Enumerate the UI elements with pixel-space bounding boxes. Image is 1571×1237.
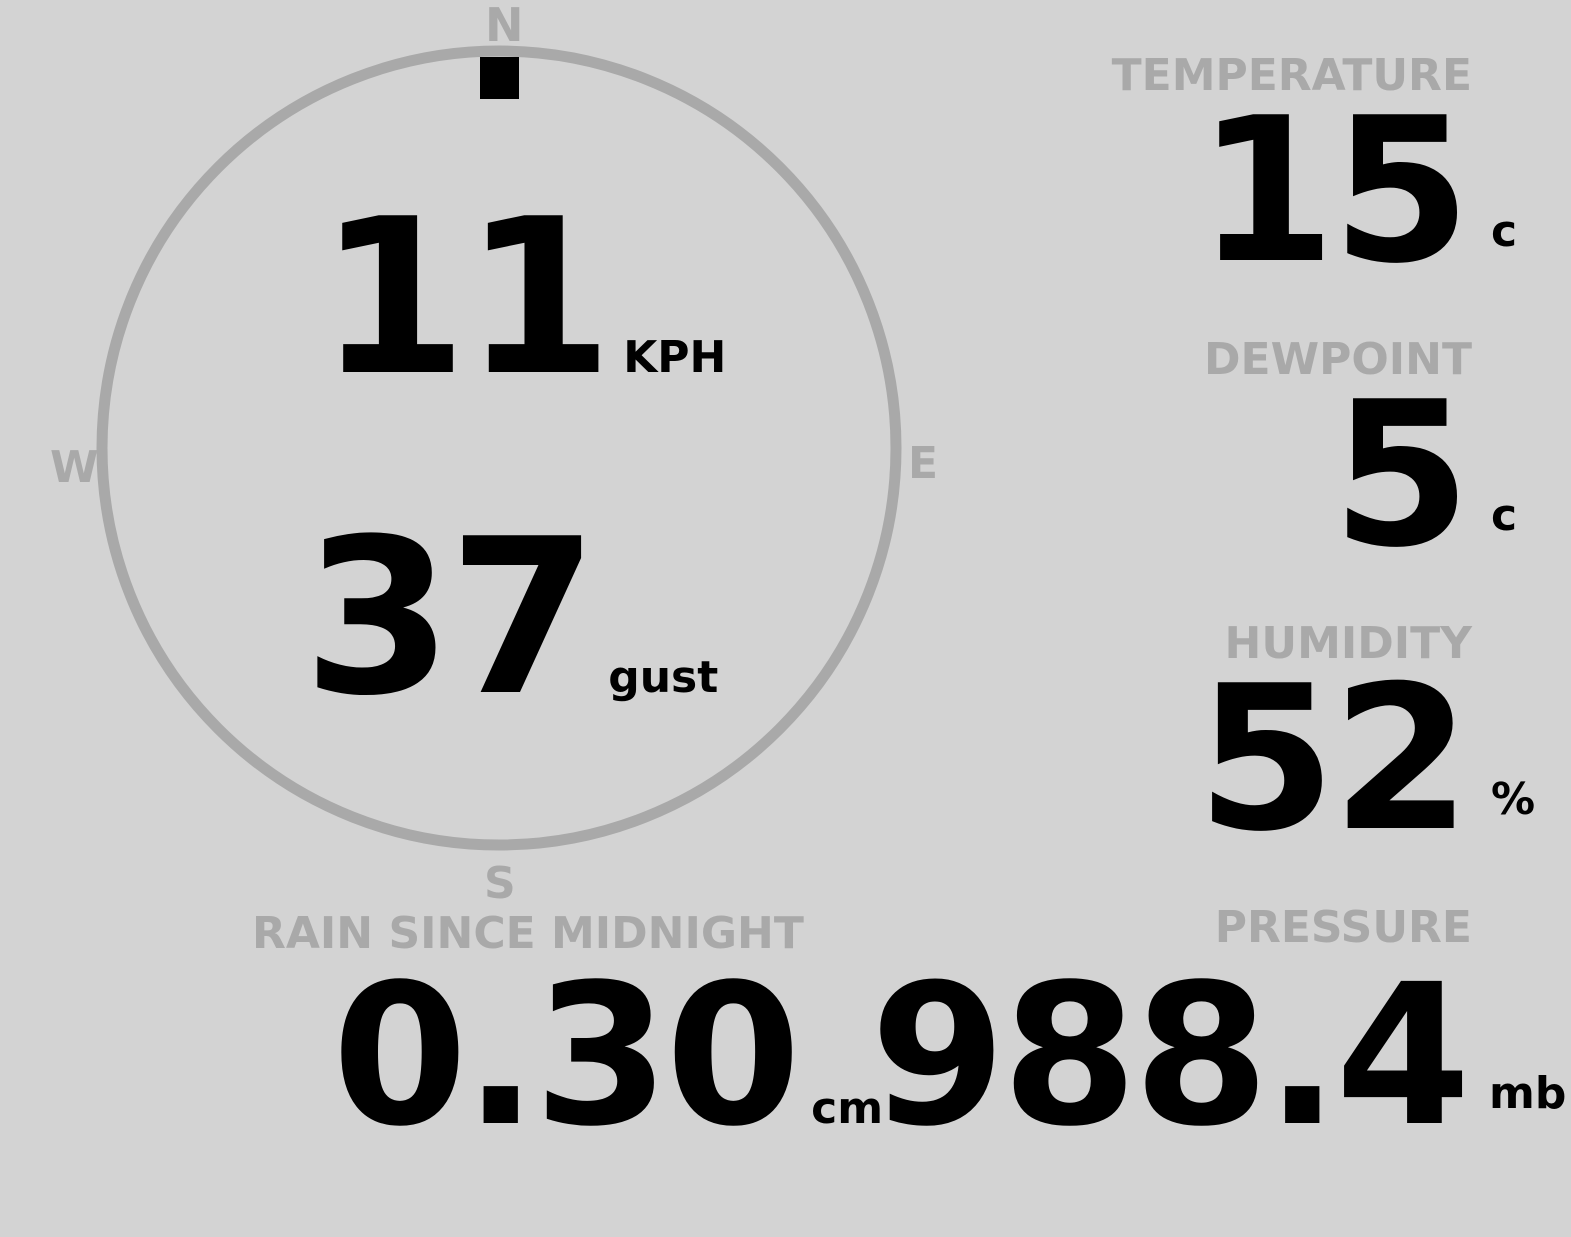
wind-speed-unit: KPH bbox=[623, 332, 727, 383]
humidity-value: 52 bbox=[1196, 643, 1471, 876]
pressure-value: 988.4 bbox=[870, 942, 1471, 1169]
wind-gust-label: gust bbox=[608, 652, 719, 703]
dewpoint-value: 5 bbox=[1331, 359, 1471, 592]
temperature-label: TEMPERATURE bbox=[1111, 50, 1472, 101]
dewpoint-unit: c bbox=[1491, 490, 1518, 541]
temperature-unit: c bbox=[1491, 206, 1518, 257]
pressure-unit: mb bbox=[1489, 1068, 1567, 1119]
rain-unit: cm bbox=[811, 1083, 884, 1134]
compass-south: S bbox=[484, 858, 516, 909]
compass-ring bbox=[96, 45, 902, 851]
rain-value: 0.30 bbox=[332, 942, 801, 1169]
dewpoint-label: DEWPOINT bbox=[1204, 334, 1472, 385]
compass-east: E bbox=[908, 438, 939, 489]
rain-label: RAIN SINCE MIDNIGHT bbox=[252, 908, 804, 959]
wind-speed-group: 11 KPH bbox=[318, 190, 726, 405]
wind-compass bbox=[96, 45, 902, 851]
humidity-unit: % bbox=[1491, 774, 1536, 825]
wind-direction-pointer bbox=[480, 57, 519, 99]
rain-group: 0.30 cm bbox=[332, 958, 883, 1153]
wind-gust-group: 37 gust bbox=[303, 510, 718, 725]
humidity-label: HUMIDITY bbox=[1224, 618, 1472, 669]
pressure-label: PRESSURE bbox=[1214, 902, 1472, 953]
compass-west: W bbox=[50, 442, 99, 493]
temperature-value: 15 bbox=[1196, 75, 1471, 308]
wind-gust-value: 37 bbox=[303, 492, 598, 743]
compass-north: N bbox=[485, 0, 524, 52]
wind-speed-value: 11 bbox=[318, 172, 613, 423]
